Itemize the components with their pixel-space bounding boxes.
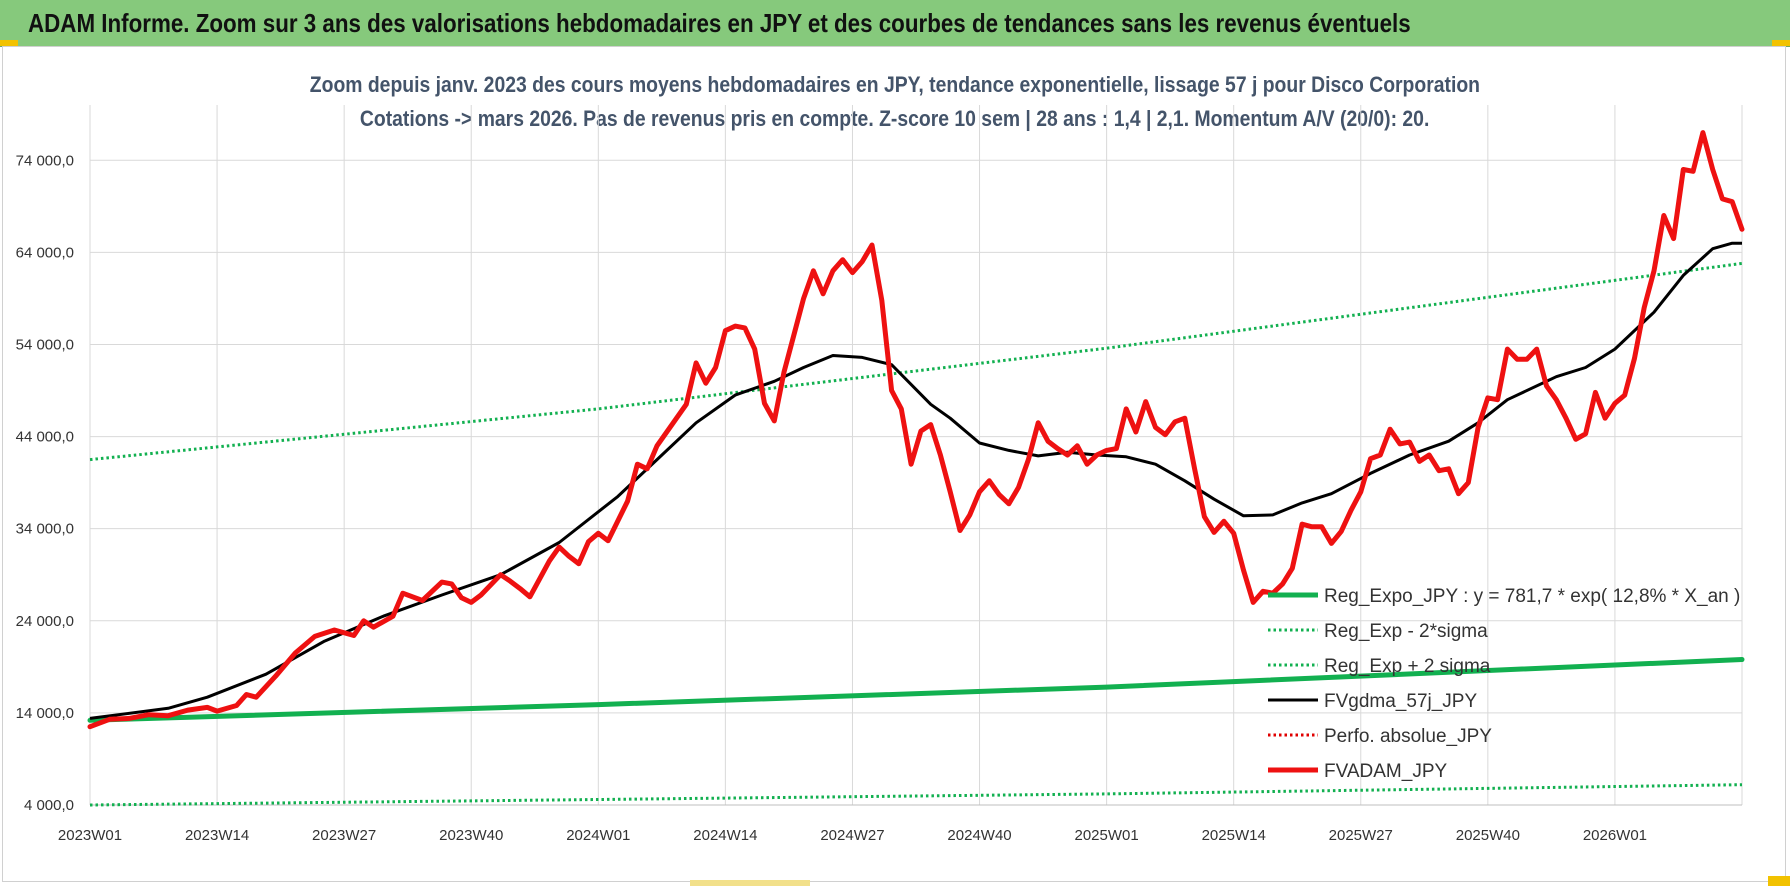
- y-tick-label: 34 000,0: [16, 521, 74, 538]
- legend-label: Reg_Exp - 2*sigma: [1324, 621, 1488, 642]
- x-tick-label: 2025W40: [1456, 827, 1520, 844]
- x-tick-label: 2023W27: [312, 827, 376, 844]
- x-tick-label: 2026W01: [1583, 827, 1647, 844]
- banner-corner-right: [1772, 40, 1790, 46]
- y-tick-label: 54 000,0: [16, 336, 74, 353]
- bottom-accent: [690, 880, 810, 886]
- y-tick-label: 64 000,0: [16, 244, 74, 261]
- series-layer: [87, 130, 1745, 807]
- title-banner: ADAM Informe. Zoom sur 3 ans des valoris…: [0, 0, 1790, 47]
- y-tick-label: 44 000,0: [16, 429, 74, 446]
- x-tick-label: 2023W01: [58, 827, 122, 844]
- x-tick-label: 2024W01: [566, 827, 630, 844]
- legend-label: FVADAM_JPY: [1324, 761, 1448, 782]
- x-tick-label: 2024W40: [947, 827, 1011, 844]
- x-tick-label: 2025W14: [1202, 827, 1266, 844]
- gridlines: [89, 105, 1743, 806]
- y-tick-label: 24 000,0: [16, 613, 74, 630]
- legend-label: FVgdma_57j_JPY: [1324, 691, 1477, 712]
- y-axis: 4 000,0 14 000,0 24 000,0 34 000,0 44 000,0 5…: [16, 152, 74, 814]
- chart-title: Zoom depuis janv. 2023 des cours moyens …: [309, 72, 1481, 97]
- x-axis: 2023W01 2023W14 2023W27 2023W40 2024W01 2024W…: [58, 804, 1742, 844]
- x-tick-label: 2023W40: [439, 827, 503, 844]
- series-line-1: [89, 783, 1743, 807]
- chart-frame: [2, 46, 1786, 882]
- report-title: ADAM Informe. Zoom sur 3 ans des valoris…: [28, 8, 1411, 38]
- bottom-accent-right: [1768, 876, 1790, 886]
- x-tick-label: 2025W27: [1329, 827, 1393, 844]
- legend-label: Perfo. absolue_JPY: [1324, 726, 1492, 747]
- x-tick-label: 2024W27: [820, 827, 884, 844]
- legend-label: Reg_Exp + 2 sigma: [1324, 656, 1491, 677]
- legend-label: Reg_Expo_JPY : y = 781,7 * exp( 12,8% * …: [1324, 586, 1740, 607]
- legend: Reg_Expo_JPY : y = 781,7 * exp( 12,8% * …: [1268, 586, 1740, 782]
- series-line-5: [87, 130, 1745, 730]
- x-tick-label: 2024W14: [693, 827, 757, 844]
- chart-subtitle: Cotations -> mars 2026. Pas de revenus p…: [360, 106, 1430, 131]
- series-line-2: [89, 261, 1743, 462]
- series-line-3: [89, 241, 1742, 720]
- x-tick-label: 2025W01: [1075, 827, 1139, 844]
- y-tick-label: 14 000,0: [16, 705, 74, 722]
- y-tick-label: 4 000,0: [24, 797, 74, 814]
- series-line-0: [87, 657, 1745, 723]
- y-tick-label: 74 000,0: [16, 152, 74, 169]
- x-tick-label: 2023W14: [185, 827, 249, 844]
- banner-corner-left: [0, 40, 18, 46]
